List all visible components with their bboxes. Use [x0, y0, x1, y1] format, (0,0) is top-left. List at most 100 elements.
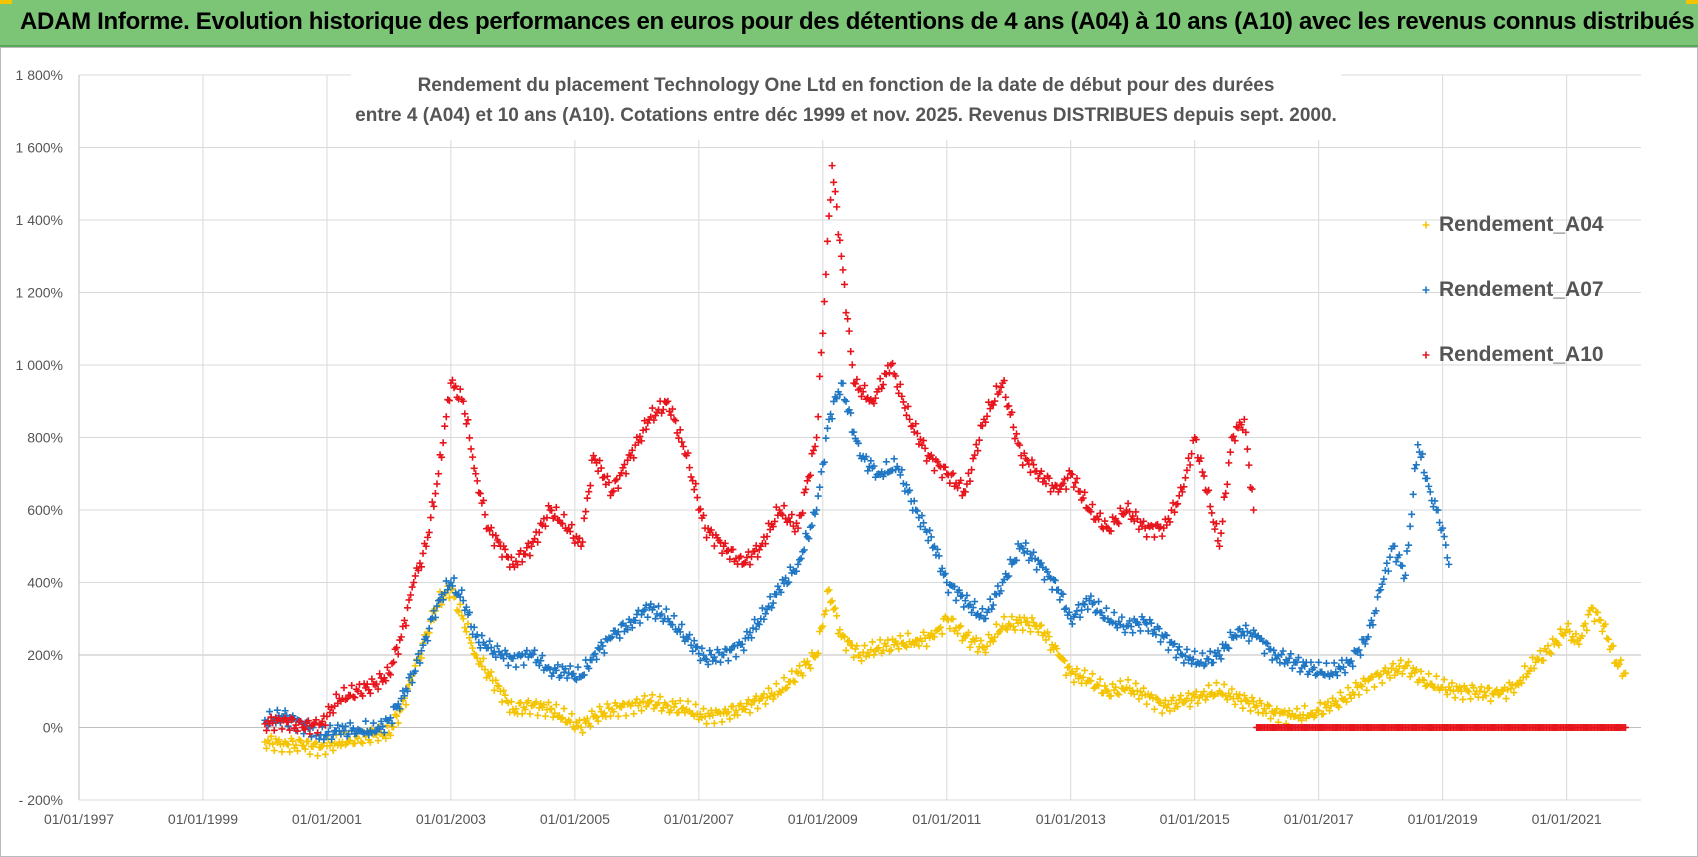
data-point: [808, 522, 816, 530]
data-point: [746, 709, 754, 717]
data-point: [766, 593, 774, 601]
data-point: [526, 710, 534, 718]
data-point: [292, 741, 300, 749]
data-point: [527, 542, 535, 550]
data-point: [442, 577, 450, 585]
data-point: [1378, 580, 1386, 588]
data-point: [520, 661, 528, 669]
data-point: [941, 570, 949, 578]
data-point: [1044, 628, 1051, 636]
data-point: [1212, 520, 1220, 528]
data-point: [969, 604, 977, 612]
data-point: [935, 462, 943, 470]
data-point: [1223, 480, 1231, 488]
data-point: [1440, 676, 1448, 684]
data-point: [1132, 508, 1140, 516]
data-point: [734, 711, 742, 719]
data-point: [1423, 474, 1431, 482]
data-point: [269, 740, 277, 748]
data-point: [675, 434, 683, 442]
data-point: [275, 736, 283, 744]
data-point: [603, 472, 611, 480]
data-point: [1419, 450, 1427, 458]
data-point: [300, 730, 308, 738]
data-point: [1169, 694, 1177, 702]
data-point: [1502, 695, 1510, 703]
data-point: [1087, 677, 1095, 685]
data-point: [543, 514, 551, 522]
data-point: [430, 607, 438, 615]
data-point: [991, 633, 999, 641]
data-point: [1194, 699, 1202, 707]
data-point: [1367, 616, 1375, 624]
data-point: [548, 506, 556, 514]
data-point: [593, 713, 601, 721]
data-point: [1248, 485, 1256, 493]
data-point: [864, 467, 872, 475]
data-point: [438, 601, 446, 609]
data-point: [1166, 707, 1174, 715]
data-point: [738, 640, 746, 648]
data-point: [972, 634, 980, 642]
data-point: [373, 680, 381, 688]
data-point: [383, 663, 391, 671]
data-point: [467, 639, 475, 647]
data-point: [1158, 709, 1166, 717]
data-point: [1132, 679, 1140, 687]
data-point: [611, 477, 619, 485]
data-point: [495, 682, 503, 690]
data-point: [445, 594, 453, 602]
data-point: [1166, 518, 1174, 526]
data-point: [968, 466, 976, 474]
data-point: [1115, 520, 1123, 528]
data-point: [1240, 692, 1248, 700]
data-point: [923, 642, 931, 650]
y-tick-label: 200%: [27, 647, 63, 663]
data-point: [721, 539, 729, 547]
data-point: [1372, 607, 1380, 615]
data-point: [1002, 393, 1010, 401]
data-point: [400, 692, 408, 700]
data-point: [1226, 628, 1234, 636]
data-point: [1572, 630, 1580, 638]
corner-marker: [1686, 0, 1698, 4]
data-point: [899, 398, 907, 406]
data-point: [475, 489, 483, 497]
data-point: [668, 621, 676, 629]
data-point: [1603, 634, 1611, 642]
data-point: [613, 475, 621, 483]
data-point: [792, 567, 800, 575]
data-point: [458, 586, 466, 594]
data-point: [724, 708, 732, 716]
data-point: [1384, 567, 1392, 575]
data-point: [1391, 542, 1399, 550]
data-point: [1315, 658, 1323, 666]
data-point: [995, 388, 1003, 396]
data-point: [379, 722, 387, 730]
data-point: [324, 728, 332, 736]
data-point: [989, 401, 997, 409]
data-point: [466, 634, 473, 642]
data-point: [839, 266, 847, 274]
data-point: [490, 542, 498, 550]
data-point: [427, 514, 435, 522]
data-point: [603, 700, 611, 708]
data-point: [754, 553, 762, 561]
data-point: [526, 552, 534, 560]
data-point: [560, 705, 568, 713]
chart-subtitle: entre 4 (A04) et 10 ans (A10). Cotations…: [355, 105, 1337, 126]
data-point: [1140, 517, 1148, 525]
data-point: [532, 698, 540, 706]
data-point: [1298, 716, 1306, 724]
data-point: [1200, 688, 1208, 696]
data-point: [1040, 576, 1048, 584]
data-point: [927, 533, 935, 541]
data-point: [1245, 700, 1253, 708]
data-point: [1186, 461, 1194, 469]
data-point: [1026, 468, 1034, 476]
data-point: [1383, 559, 1391, 567]
data-point: [1470, 684, 1478, 692]
data-point: [751, 547, 759, 555]
data-point: [419, 549, 427, 557]
data-point: [639, 697, 647, 705]
